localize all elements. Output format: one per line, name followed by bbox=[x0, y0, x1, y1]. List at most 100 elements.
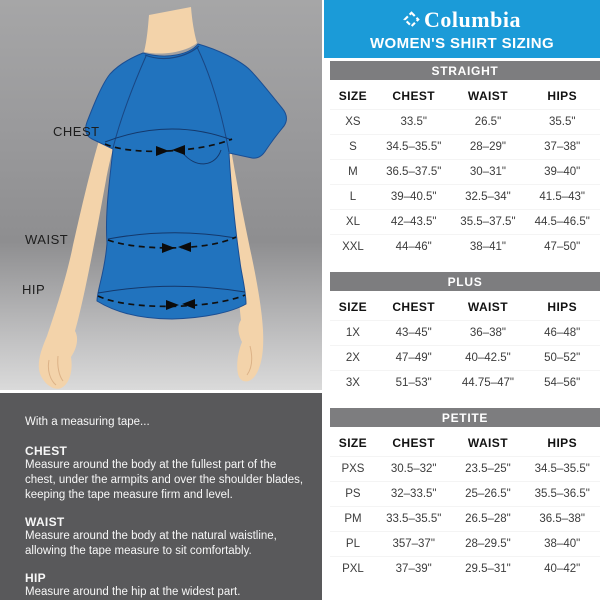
measurement-cell: 34.5–35.5" bbox=[375, 134, 452, 160]
measurement-cell: 40–42" bbox=[524, 556, 600, 581]
measurement-cell: 32–33.5" bbox=[375, 481, 452, 507]
measurement-cell: 33.5" bbox=[375, 109, 452, 135]
shirt bbox=[85, 43, 287, 320]
table-title-band: PLUS bbox=[330, 272, 600, 291]
table-row: PXS 30.5–32" 23.5–25" 34.5–35.5" bbox=[330, 456, 600, 482]
table-row: 2X 47–49" 40–42.5" 50–52" bbox=[330, 345, 600, 371]
size-label-cell: 1X bbox=[330, 320, 376, 346]
measurement-cell: 23.5–25" bbox=[451, 456, 525, 482]
brand-header: Columbia WOMEN'S SHIRT SIZING bbox=[324, 0, 600, 58]
column-header: CHEST bbox=[392, 436, 436, 450]
size-label-cell: PXS bbox=[330, 456, 376, 482]
sizing-panel: Columbia WOMEN'S SHIRT SIZING STRAIGHT SI… bbox=[322, 0, 600, 600]
table-row: L 39–40.5" 32.5–34" 41.5–43" bbox=[330, 184, 600, 210]
measurement-cell: 44.5–46.5" bbox=[524, 209, 600, 235]
table-row: 1X 43–45" 36–38" 46–48" bbox=[330, 320, 600, 346]
measurement-cell: 30.5–32" bbox=[375, 456, 452, 482]
size-table-plus: PLUS SIZE CHEST WAIST HIPS 1X 43–45" 36–38" 46–4… bbox=[330, 272, 600, 395]
table-row: PM 33.5–35.5" 26.5–28" 36.5–38" bbox=[330, 506, 600, 532]
arms bbox=[38, 125, 264, 389]
size-label-cell: 2X bbox=[330, 345, 376, 371]
measurement-cell: 25–26.5" bbox=[451, 481, 525, 507]
size-tables: STRAIGHT SIZE CHEST WAIST HIPS XS 33.5" 26.5" 35… bbox=[322, 58, 600, 581]
table-row: 3X 51–53" 44.75–47" 54–56" bbox=[330, 370, 600, 395]
column-header: SIZE bbox=[338, 436, 368, 450]
measurement-cell: 37–38" bbox=[524, 134, 600, 160]
instructions-intro: With a measuring tape... bbox=[25, 416, 150, 428]
fit-diagram: CHEST WAIST HIP bbox=[0, 0, 322, 390]
size-label-cell: PL bbox=[330, 531, 376, 557]
measurement-cell: 47–50" bbox=[524, 234, 600, 259]
measurement-cell: 39–40.5" bbox=[375, 184, 452, 210]
measurement-cell: 36–38" bbox=[451, 320, 525, 346]
columbia-gem-icon bbox=[403, 11, 420, 28]
column-header: CHEST bbox=[392, 89, 436, 103]
measurement-cell: 38–41" bbox=[451, 234, 525, 259]
column-header: WAIST bbox=[467, 300, 508, 314]
table-title-band: STRAIGHT bbox=[330, 61, 600, 80]
measurement-cell: 38–40" bbox=[524, 531, 600, 557]
measurement-cell: 44–46" bbox=[375, 234, 452, 259]
measurement-cell: 54–56" bbox=[524, 370, 600, 395]
measurement-cell: 37–39" bbox=[375, 556, 452, 581]
measurement-cell: 35.5–37.5" bbox=[451, 209, 525, 235]
measurement-cell: 41.5–43" bbox=[524, 184, 600, 210]
table-row: XS 33.5" 26.5" 35.5" bbox=[330, 109, 600, 135]
shirt-measurement-illustration: CHEST WAIST HIP bbox=[22, 7, 287, 389]
measurement-cell: 47–49" bbox=[375, 345, 452, 371]
neck bbox=[144, 7, 197, 54]
measurement-cell: 32.5–34" bbox=[451, 184, 525, 210]
measurement-cell: 35.5" bbox=[524, 109, 600, 135]
size-table: SIZE CHEST WAIST HIPS XS 33.5" 26.5" 35.5" S 34.5… bbox=[330, 80, 600, 259]
size-table-petite: PETITE SIZE CHEST WAIST HIPS PXS 30.5–32" 23.5–… bbox=[330, 408, 600, 581]
measurement-cell: 33.5–35.5" bbox=[375, 506, 452, 532]
measurement-cell: 36.5–37.5" bbox=[375, 159, 452, 185]
table-row: PS 32–33.5" 25–26.5" 35.5–36.5" bbox=[330, 481, 600, 507]
panel-title: WOMEN'S SHIRT SIZING bbox=[369, 34, 555, 52]
size-table-straight: STRAIGHT SIZE CHEST WAIST HIPS XS 33.5" 26.5" 35… bbox=[330, 61, 600, 259]
instruction-title: WAIST bbox=[25, 514, 65, 529]
size-label-cell: L bbox=[330, 184, 376, 210]
size-label-cell: XXL bbox=[330, 234, 376, 259]
instruction-text: Measure around the body at the natural w… bbox=[25, 529, 277, 557]
measurement-cell: 29.5–31" bbox=[451, 556, 525, 581]
brand-row: Columbia bbox=[403, 7, 521, 33]
waist-label: WAIST bbox=[25, 232, 68, 247]
size-label-cell: PS bbox=[330, 481, 376, 507]
size-label-cell: M bbox=[330, 159, 376, 185]
measurement-cell: 357–37" bbox=[375, 531, 452, 557]
table-row: PL 357–37" 28–29.5" 38–40" bbox=[330, 531, 600, 557]
table-title-band: PETITE bbox=[330, 408, 600, 427]
measurement-cell: 36.5–38" bbox=[524, 506, 600, 532]
instruction-text: Measure around the hip at the widest par… bbox=[25, 585, 241, 598]
column-header: WAIST bbox=[467, 436, 508, 450]
measurement-cell: 40–42.5" bbox=[451, 345, 525, 371]
hip-label: HIP bbox=[22, 282, 45, 297]
measurement-cell: 44.75–47" bbox=[451, 370, 525, 395]
size-table: SIZE CHEST WAIST HIPS PXS 30.5–32" 23.5–25" 34.… bbox=[330, 427, 600, 581]
header-row: SIZE CHEST WAIST HIPS bbox=[330, 291, 600, 321]
brand-name: Columbia bbox=[424, 6, 521, 32]
header-row: SIZE CHEST WAIST HIPS bbox=[330, 427, 600, 457]
size-label-cell: S bbox=[330, 134, 376, 160]
chest-label: CHEST bbox=[53, 124, 100, 139]
instruction-chest: CHEST Measure around the body at the ful… bbox=[25, 444, 306, 503]
instruction-title: CHEST bbox=[25, 444, 68, 458]
column-header: CHEST bbox=[392, 300, 436, 314]
measurement-cell: 30–31" bbox=[451, 159, 525, 185]
measurement-cell: 34.5–35.5" bbox=[524, 456, 600, 482]
size-label-cell: XS bbox=[330, 109, 376, 135]
table-row: XL 42–43.5" 35.5–37.5" 44.5–46.5" bbox=[330, 209, 600, 235]
size-label-cell: PXL bbox=[330, 556, 376, 581]
measuring-instructions: With a measuring tape... CHEST Measure a… bbox=[0, 390, 322, 600]
table-row: XXL 44–46" 38–41" 47–50" bbox=[330, 234, 600, 259]
measurement-cell: 28–29.5" bbox=[451, 531, 525, 557]
size-label-cell: 3X bbox=[330, 370, 376, 395]
measurement-cell: 42–43.5" bbox=[375, 209, 452, 235]
measurement-cell: 39–40" bbox=[524, 159, 600, 185]
column-header: WAIST bbox=[467, 89, 508, 103]
measurement-lines bbox=[97, 128, 246, 310]
instruction-title: HIP bbox=[25, 570, 46, 585]
instruction-waist: WAIST Measure around the body at the nat… bbox=[25, 515, 306, 559]
column-header: HIPS bbox=[547, 89, 577, 103]
